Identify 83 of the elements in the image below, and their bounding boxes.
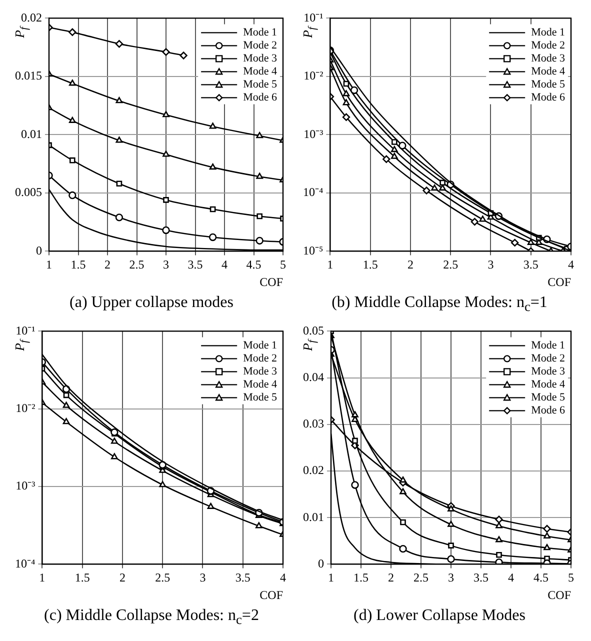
text: (c) Middle Collapse Modes: n$_{c}$=2	[43, 607, 260, 628]
y-tick-label: 10⁻¹	[304, 10, 324, 24]
legend-label: Mode 2	[243, 40, 278, 52]
y-tick-label: 10⁻²	[304, 68, 324, 83]
y-tick-label: 0.02	[21, 10, 42, 24]
y-tick-label: 10⁻¹	[16, 324, 36, 338]
x-tick-label: 3	[448, 570, 454, 585]
x-tick-label: 1.5	[362, 258, 378, 272]
y-tick-label: 10⁻⁴	[302, 185, 324, 200]
legend-label: Mode 4	[243, 66, 278, 78]
y-tick-label: 0.04	[303, 370, 324, 384]
legend-label: Mode 4	[531, 378, 566, 391]
y-tick-label: 10⁻⁵	[302, 243, 324, 258]
y-tick-label: 10⁻²	[16, 401, 36, 416]
x-tick-label: 2.5	[155, 570, 170, 585]
x-tick-label: 2	[407, 258, 414, 272]
y-tick-label: 10⁻⁴	[14, 556, 36, 571]
x-tick-label: 1.5	[70, 258, 86, 272]
x-tick-label: 1	[327, 258, 334, 272]
legend-label: Mode 6	[531, 404, 566, 417]
y-tick-label: 0.02	[303, 463, 324, 478]
x-tick-label: 2.5	[443, 258, 458, 272]
x-tick-label: 5	[568, 570, 574, 585]
legend-label: Mode 3	[243, 52, 278, 65]
y-tick-label: 10⁻³	[304, 126, 324, 141]
y-tick-label: 0.01	[21, 126, 42, 141]
legend-label: Mode 3	[531, 52, 566, 65]
x-tick-label: 4.5	[534, 570, 548, 585]
x-axis-title: COF	[548, 274, 572, 289]
legend-label: Mode 4	[243, 378, 278, 391]
x-tick-label: 1	[328, 570, 334, 585]
legend-label: Mode 6	[243, 92, 278, 104]
x-axis-title: COF	[260, 588, 284, 602]
legend-label: Mode 5	[531, 392, 566, 404]
legend-label: Mode 3	[243, 366, 278, 378]
y-tick-label: 0	[318, 556, 324, 571]
legend-label: Mode 5	[531, 78, 566, 91]
x-tick-label: 4	[222, 258, 228, 272]
x-tick-label: 5	[280, 258, 286, 272]
y-tick-label: 0.015	[15, 68, 42, 83]
legend-label: Mode 3	[531, 366, 566, 378]
legend-label: Mode 5	[243, 392, 278, 404]
y-tick-label: 0	[36, 243, 42, 258]
legend-label: Mode 2	[243, 352, 278, 365]
x-tick-label: 1.5	[74, 570, 90, 585]
x-tick-label: 1	[39, 570, 46, 585]
legend-label: Mode 5	[243, 78, 278, 91]
legend-label: Mode 2	[531, 352, 566, 365]
x-tick-label: 2.5	[129, 258, 144, 272]
x-tick-label: 4.5	[246, 258, 262, 272]
y-tick-label: 0.03	[303, 416, 324, 431]
x-tick-label: 3.5	[474, 570, 488, 585]
x-tick-label: 4	[568, 258, 574, 272]
text: (b) Middle Collapse Modes: n$_{c}$=1	[330, 294, 548, 316]
y-tick-label: 0.05	[303, 324, 324, 338]
x-tick-label: 1	[46, 258, 52, 272]
x-tick-label: 3	[163, 258, 169, 272]
text: (a) Upper collapse modes	[68, 294, 234, 312]
x-tick-label: 2	[104, 258, 110, 272]
y-tick-label: 0.01	[303, 510, 324, 524]
legend-label: Mode 4	[531, 66, 566, 78]
x-axis-title: COF	[548, 588, 572, 602]
x-axis-title: COF	[260, 274, 284, 289]
x-tick-label: 2.5	[414, 570, 428, 585]
x-tick-label: 2	[388, 570, 394, 585]
y-tick-label: 0.005	[15, 185, 42, 200]
legend-label: Mode 6	[531, 92, 566, 104]
legend-label: Mode 2	[531, 40, 566, 52]
x-tick-label: 4	[280, 570, 286, 585]
x-tick-label: 3.5	[188, 258, 203, 272]
legend-label: Mode 1	[243, 26, 278, 39]
x-tick-label: 3	[488, 258, 494, 272]
text: (d) Lower Collapse Modes	[352, 607, 526, 626]
x-tick-label: 3	[200, 570, 206, 585]
x-tick-label: 3.5	[235, 570, 250, 585]
x-tick-label: 2	[119, 570, 126, 585]
y-tick-label: 10⁻³	[16, 478, 36, 493]
x-tick-label: 3.5	[523, 258, 538, 272]
x-tick-label: 1.5	[354, 570, 368, 585]
x-tick-label: 4	[508, 570, 514, 585]
legend-label: Mode 1	[531, 340, 566, 352]
legend-label: Mode 1	[243, 340, 278, 352]
legend-label: Mode 1	[531, 26, 566, 39]
